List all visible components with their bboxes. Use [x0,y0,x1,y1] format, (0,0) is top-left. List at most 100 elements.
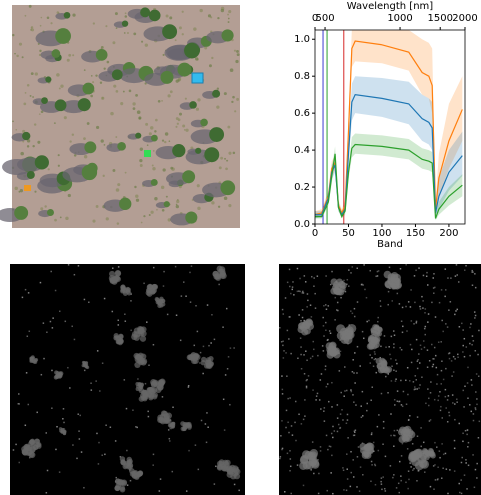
pixel [211,313,213,316]
pixel [402,325,404,328]
pixel [474,408,477,411]
pixel [199,362,201,364]
pixel [454,275,457,277]
ground-speck [196,184,200,188]
pixel [348,269,350,271]
ground-speck [33,123,37,126]
pixel [101,454,103,456]
tree [184,42,200,59]
pixel [285,352,287,354]
pixel [465,346,468,348]
tree [160,70,174,84]
pixel [336,309,338,311]
pixel [343,279,345,282]
blob [219,272,226,279]
pixel [434,441,436,444]
ground-speck [154,130,157,133]
ground-speck [135,194,139,198]
pixel [419,344,422,347]
pixel [301,292,303,294]
pixel [463,269,466,271]
ground-speck [227,13,229,16]
x-axis-label: Band [377,239,403,250]
pixel [434,316,437,318]
tree [200,118,208,127]
pixel [426,366,429,368]
pixel [447,352,450,355]
pixel [83,486,85,489]
ground-speck [72,13,76,17]
pixel [281,308,284,311]
pixel [279,455,282,458]
pixel [409,415,411,417]
pixel [295,439,297,442]
pixel [46,469,49,472]
ground-speck [90,74,93,77]
pixel [385,346,387,348]
pixel [324,365,327,367]
pixel [432,358,434,360]
image-background [10,264,245,495]
pixel [399,346,401,349]
blob [151,284,158,290]
pixel [331,454,333,457]
pixel [305,379,308,382]
pixel [302,484,305,487]
ground-speck [218,166,222,170]
pixel [46,331,48,334]
ground-speck [234,110,237,113]
pixel [290,352,292,355]
blob [422,447,428,454]
pixel [401,442,404,445]
pixel [55,448,57,451]
pixel [395,370,397,372]
pixel [398,491,401,494]
ground-speck [236,53,240,57]
blob [29,358,34,363]
pixel [390,434,392,437]
pixel [392,476,394,479]
pixel [229,347,232,349]
pixel [281,448,283,451]
tree [26,170,35,179]
pixel [99,390,101,392]
blob [29,445,36,453]
pixel [445,407,447,409]
x-tick-label: 150 [406,228,425,239]
pixel [447,277,449,279]
pixel [433,346,436,349]
pixel [62,418,64,420]
ground-speck [232,151,236,155]
pixel [290,492,292,495]
pixel [438,450,441,452]
pixel [388,266,391,269]
pixel [147,415,150,418]
pixel [411,348,413,351]
blob [329,349,338,357]
pixel [300,367,303,370]
ground-speck [227,125,231,129]
pixel [352,476,355,478]
pixel [303,354,305,356]
tree [117,141,126,151]
pixel [279,326,281,329]
pixel [238,489,240,492]
pixel [325,304,327,306]
ground-speck [140,221,143,224]
pixel [350,389,352,391]
pixel [416,367,419,370]
pixel [327,305,330,307]
pixel [206,412,208,414]
pixel [422,441,425,444]
pixel [78,438,81,440]
pixel [344,390,346,392]
pixel [433,273,435,275]
pixel [329,332,332,335]
pixel [282,313,285,315]
pixel [292,281,294,283]
ground-speck [208,64,212,68]
pixel [453,447,456,450]
pixel [353,434,356,437]
pixel [447,395,450,397]
